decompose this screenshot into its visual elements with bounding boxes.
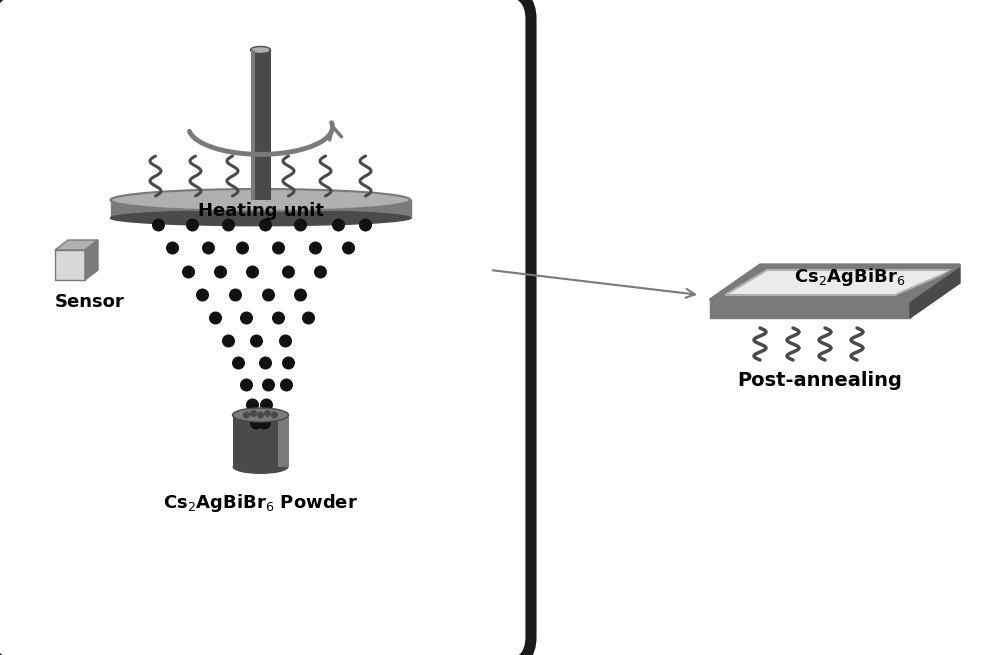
- Circle shape: [223, 219, 234, 231]
- Circle shape: [259, 417, 270, 429]
- Circle shape: [251, 335, 262, 346]
- Circle shape: [280, 335, 291, 346]
- Circle shape: [263, 290, 274, 301]
- Circle shape: [247, 266, 258, 278]
- Circle shape: [283, 357, 294, 369]
- Polygon shape: [110, 200, 411, 218]
- Ellipse shape: [232, 408, 288, 422]
- Ellipse shape: [110, 210, 411, 226]
- Circle shape: [360, 219, 371, 231]
- Circle shape: [203, 242, 214, 253]
- Circle shape: [251, 417, 262, 429]
- Polygon shape: [250, 50, 270, 200]
- Circle shape: [237, 242, 248, 253]
- Circle shape: [247, 399, 258, 411]
- Circle shape: [233, 357, 244, 369]
- Text: Heating unit: Heating unit: [198, 202, 324, 220]
- Text: Sensor: Sensor: [55, 293, 125, 311]
- Circle shape: [333, 219, 344, 231]
- Circle shape: [272, 412, 277, 418]
- Circle shape: [315, 266, 326, 278]
- Circle shape: [241, 379, 252, 391]
- Ellipse shape: [250, 47, 270, 54]
- Circle shape: [310, 242, 321, 253]
- Circle shape: [251, 411, 256, 417]
- Circle shape: [303, 312, 314, 324]
- Polygon shape: [85, 240, 98, 280]
- Ellipse shape: [110, 189, 411, 211]
- Polygon shape: [710, 265, 960, 300]
- Circle shape: [210, 312, 221, 324]
- Circle shape: [183, 266, 194, 278]
- Circle shape: [187, 219, 198, 231]
- Circle shape: [295, 219, 306, 231]
- Circle shape: [260, 357, 271, 369]
- Circle shape: [230, 290, 241, 301]
- Circle shape: [167, 242, 178, 253]
- Circle shape: [263, 379, 274, 391]
- Ellipse shape: [232, 460, 288, 474]
- Circle shape: [215, 266, 226, 278]
- Circle shape: [223, 335, 234, 346]
- Circle shape: [343, 242, 354, 253]
- Polygon shape: [250, 50, 255, 200]
- Polygon shape: [278, 415, 288, 467]
- Polygon shape: [725, 270, 953, 295]
- Circle shape: [265, 411, 270, 417]
- Circle shape: [197, 290, 208, 301]
- Circle shape: [260, 219, 271, 231]
- Circle shape: [281, 379, 292, 391]
- Circle shape: [244, 412, 249, 418]
- Circle shape: [295, 290, 306, 301]
- Polygon shape: [710, 300, 910, 318]
- Text: Cs$_2$AgBiBr$_6$: Cs$_2$AgBiBr$_6$: [794, 267, 906, 288]
- Polygon shape: [55, 250, 85, 280]
- Polygon shape: [55, 240, 98, 250]
- Circle shape: [153, 219, 164, 231]
- Circle shape: [261, 399, 272, 411]
- FancyBboxPatch shape: [0, 0, 531, 655]
- Text: Cs$_2$AgBiBr$_6$ Powder: Cs$_2$AgBiBr$_6$ Powder: [163, 492, 358, 514]
- Circle shape: [241, 312, 252, 324]
- Polygon shape: [233, 415, 288, 467]
- Polygon shape: [910, 265, 960, 318]
- Circle shape: [283, 266, 294, 278]
- Text: Post-annealing: Post-annealing: [738, 371, 902, 390]
- Circle shape: [273, 242, 284, 253]
- Circle shape: [273, 312, 284, 324]
- Circle shape: [258, 412, 263, 418]
